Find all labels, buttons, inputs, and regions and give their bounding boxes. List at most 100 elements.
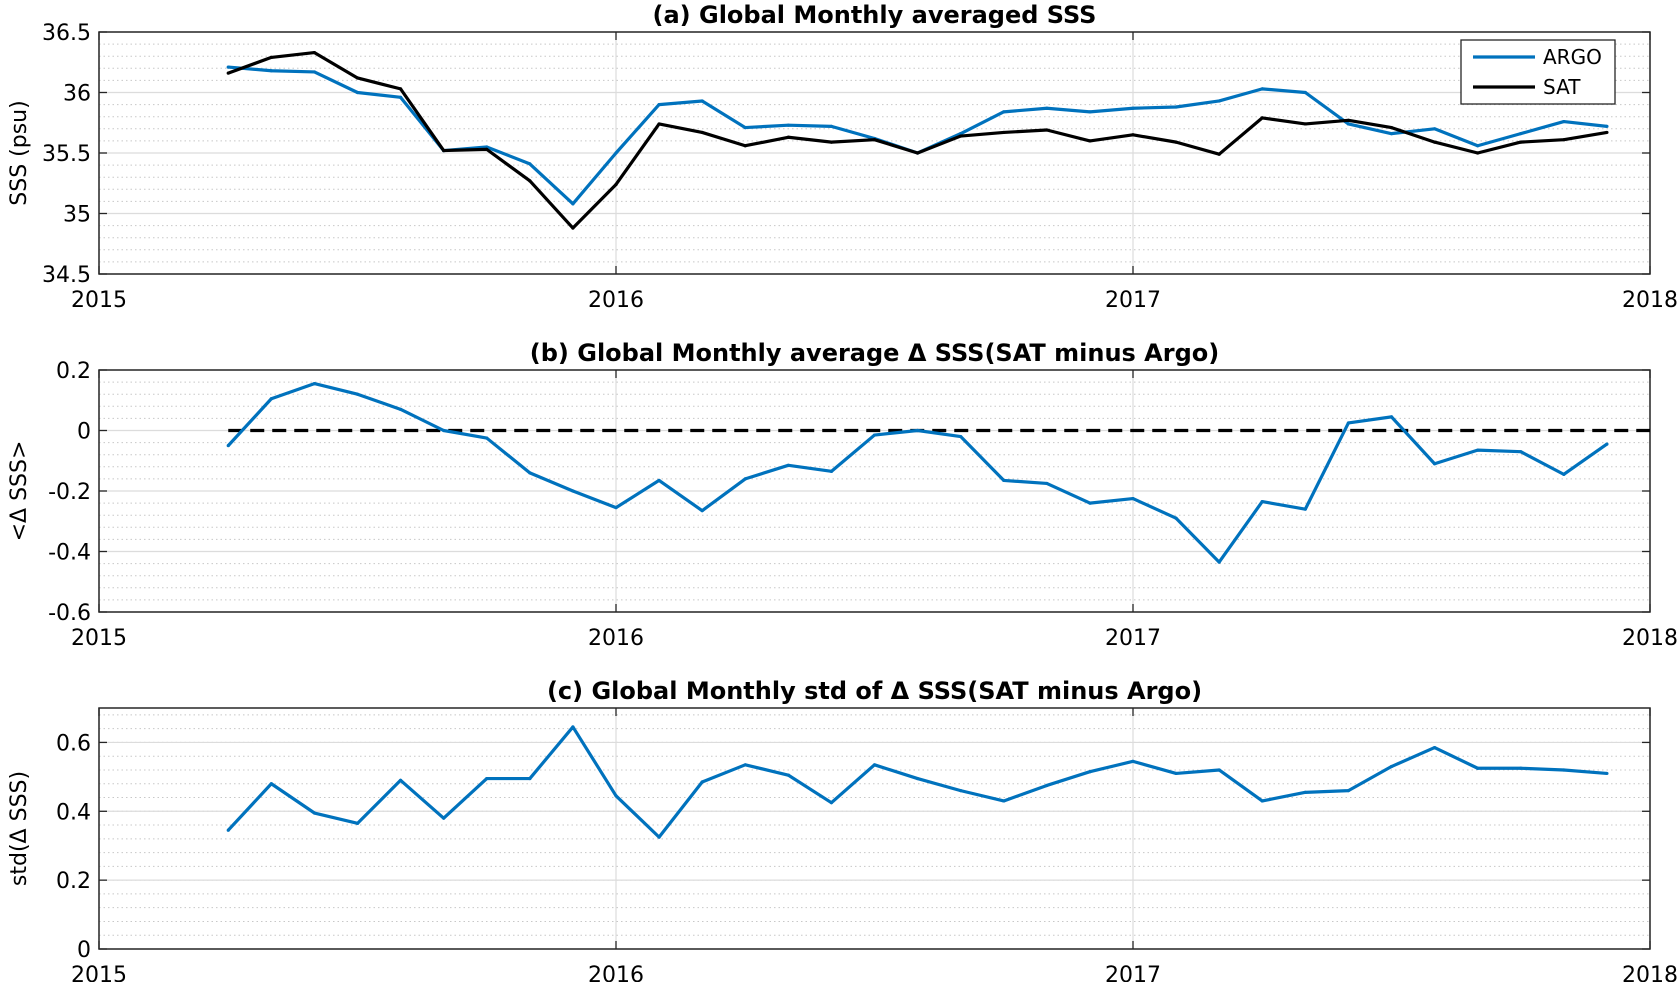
y-tick-label: 36 <box>63 82 91 107</box>
data-point <box>1303 507 1307 511</box>
data-point <box>829 140 834 144</box>
data-point <box>915 151 920 155</box>
series-delta-sss <box>226 725 1609 839</box>
panel-a: 34.5 35 35.5 36 36.5 2015 2016 2017 2018 (a) Glob… <box>7 1 1678 313</box>
data-point <box>312 811 317 815</box>
series-line <box>227 382 1608 564</box>
data-point <box>1346 421 1351 425</box>
data-point <box>743 144 747 148</box>
data-point <box>786 123 790 127</box>
data-point <box>1088 139 1092 143</box>
data-point <box>1131 133 1135 137</box>
data-point <box>959 789 963 793</box>
data-point <box>915 428 920 433</box>
data-point <box>1346 789 1351 793</box>
data-point <box>700 509 704 513</box>
y-tick-label: 0 <box>77 420 91 445</box>
panel-c: 0 0.2 0.4 0.6 2015 2016 2017 2018 (c) Global Mon… <box>7 677 1678 982</box>
chart-title: (a) Global Monthly averaged SSS <box>653 1 1097 29</box>
data-point <box>1217 99 1221 103</box>
data-point <box>1260 116 1264 120</box>
data-point <box>1476 448 1480 452</box>
data-point <box>1562 138 1566 142</box>
y-tick-label: -0.4 <box>48 541 91 566</box>
data-point <box>1002 110 1006 114</box>
data-point <box>1002 799 1006 803</box>
data-point <box>1088 501 1092 505</box>
data-point <box>872 138 877 142</box>
data-point <box>1562 472 1566 476</box>
y-axis-label: std(Δ SSS) <box>7 771 32 886</box>
legend-label: SAT <box>1543 75 1581 99</box>
data-point <box>485 145 489 149</box>
x-tick-label: 2018 <box>1622 288 1678 313</box>
data-point <box>485 147 489 151</box>
data-point <box>571 202 575 206</box>
data-point <box>829 469 834 473</box>
data-point <box>829 124 834 128</box>
data-point <box>1174 516 1178 520</box>
data-point <box>226 65 230 69</box>
data-point <box>959 434 963 439</box>
data-point <box>614 151 618 155</box>
data-point <box>1476 151 1480 155</box>
x-tick-label: 2015 <box>71 288 127 313</box>
data-point <box>872 433 877 437</box>
y-tick-label: 35.5 <box>42 142 91 167</box>
x-tick-label: 2016 <box>588 626 644 651</box>
panel-b: -0.6 -0.4 -0.2 0 0.2 2015 2016 2017 2018 (b) Glob… <box>7 339 1678 651</box>
data-point <box>528 162 532 166</box>
axes-box <box>98 707 1651 950</box>
data-point <box>442 816 446 820</box>
legend: ARGO SAT <box>1460 39 1616 105</box>
data-point <box>743 125 747 130</box>
data-point <box>1476 766 1480 770</box>
data-point <box>1303 790 1307 794</box>
data-point <box>614 794 618 798</box>
data-point <box>1519 450 1523 454</box>
chart-title: (c) Global Monthly std of Δ SSS(SAT minu… <box>547 677 1202 705</box>
data-point <box>1432 127 1437 131</box>
data-point <box>398 95 403 99</box>
data-point <box>1045 481 1049 486</box>
data-point <box>269 397 273 401</box>
data-point <box>700 780 704 784</box>
data-point <box>1519 140 1523 144</box>
y-axis-label: SSS (psu) <box>7 100 32 205</box>
data-point <box>959 134 963 138</box>
data-point <box>1389 764 1394 769</box>
data-point <box>1002 478 1006 483</box>
data-point <box>1131 106 1135 110</box>
data-point <box>1432 140 1437 144</box>
data-point <box>398 87 403 91</box>
data-point <box>1131 759 1135 763</box>
data-point <box>312 70 317 74</box>
data-point <box>786 135 790 139</box>
data-point <box>1131 496 1135 501</box>
data-point <box>485 776 489 781</box>
data-point <box>657 122 661 126</box>
legend-label: ARGO <box>1543 45 1602 69</box>
grid <box>98 31 1651 275</box>
data-point <box>1174 771 1178 776</box>
data-point <box>614 506 618 510</box>
data-point <box>1346 118 1351 122</box>
chart-title: (b) Global Monthly average Δ SSS(SAT min… <box>530 339 1219 367</box>
y-tick-label: 0.4 <box>56 800 91 825</box>
data-point <box>355 392 360 396</box>
y-axis-label: <Δ SSS> <box>7 441 32 542</box>
data-point <box>1088 110 1092 114</box>
series-line <box>227 725 1608 839</box>
data-point <box>1303 122 1307 126</box>
y-tick-label: 34.5 <box>42 263 91 288</box>
data-point <box>269 55 273 60</box>
x-tick-label: 2017 <box>1105 288 1161 313</box>
data-point <box>355 76 360 80</box>
data-point <box>1389 415 1394 419</box>
x-tick-label: 2015 <box>71 963 127 982</box>
data-point <box>657 103 661 107</box>
data-point <box>1562 768 1566 772</box>
data-point <box>442 148 446 153</box>
data-point <box>1389 125 1394 130</box>
